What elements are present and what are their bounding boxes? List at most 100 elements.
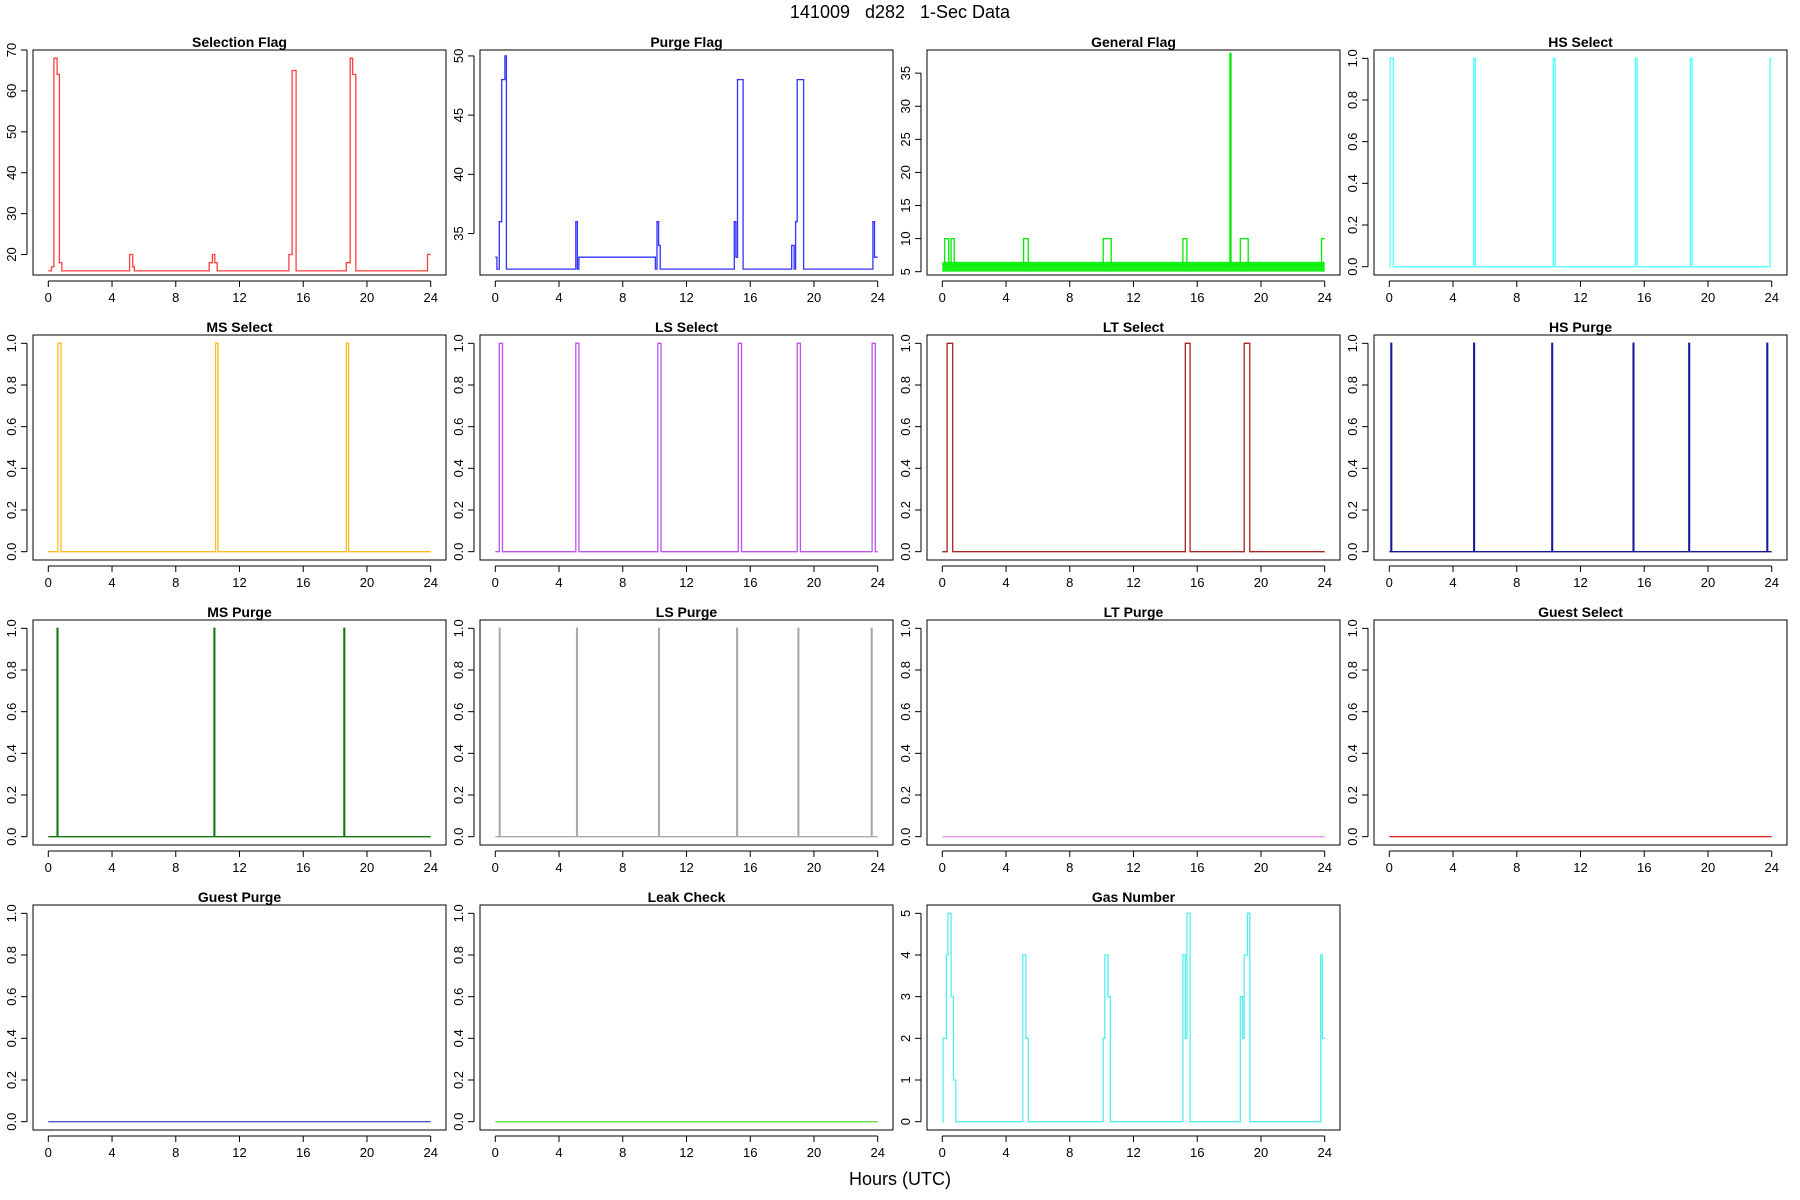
x-tick-label: 20	[807, 290, 821, 305]
y-tick-label: 0.2	[1345, 786, 1360, 804]
y-tick-label: 0.2	[1345, 501, 1360, 519]
x-tick-label: 24	[1317, 575, 1331, 590]
y-tick-label: 0.0	[451, 828, 466, 846]
y-tick-label: 1.0	[1345, 619, 1360, 637]
x-tick-label: 0	[492, 575, 499, 590]
y-tick-label: 0.4	[898, 459, 913, 477]
y-tick-label: 0.6	[1345, 418, 1360, 436]
x-tick-label: 20	[1701, 290, 1715, 305]
x-tick-label: 0	[939, 575, 946, 590]
y-tick-label: 1.0	[451, 619, 466, 637]
x-tick-label: 4	[555, 860, 562, 875]
y-tick-label: 0.4	[1345, 174, 1360, 192]
y-tick-label: 0.8	[451, 376, 466, 394]
y-tick-label: 0.0	[4, 543, 19, 561]
y-tick-label: 0.2	[1345, 216, 1360, 234]
y-tick-label: 0.0	[1345, 258, 1360, 276]
y-tick-label: 0.8	[4, 946, 19, 964]
x-tick-label: 24	[1764, 575, 1778, 590]
x-tick-label: 4	[1449, 290, 1456, 305]
y-tick-label: 0.4	[1345, 459, 1360, 477]
y-tick-label: 5	[898, 910, 913, 917]
y-tick-label: 0.8	[451, 946, 466, 964]
y-tick-label: 0	[898, 1118, 913, 1125]
x-tick-label: 20	[807, 860, 821, 875]
y-tick-label: 0.2	[451, 1071, 466, 1089]
y-tick-label: 0.2	[4, 1071, 19, 1089]
x-tick-label: 4	[1449, 860, 1456, 875]
panel-title: Gas Number	[1092, 889, 1176, 905]
y-tick-label: 0.6	[1345, 133, 1360, 151]
plot-frame	[32, 334, 447, 561]
plot-frame	[32, 904, 447, 1131]
y-tick-label: 0.8	[4, 661, 19, 679]
panel-title: Guest Select	[1538, 604, 1623, 620]
y-tick-label: 0.4	[451, 459, 466, 477]
x-tick-label: 24	[1764, 860, 1778, 875]
x-tick-label: 16	[296, 575, 310, 590]
x-tick-label: 0	[939, 1145, 946, 1160]
x-tick-label: 8	[172, 290, 179, 305]
series-line	[48, 57, 431, 272]
x-tick-label: 8	[1513, 860, 1520, 875]
y-tick-label: 0.2	[4, 786, 19, 804]
x-tick-label: 16	[1637, 860, 1651, 875]
y-tick-label: 0.8	[1345, 91, 1360, 109]
y-tick-label: 0.6	[898, 703, 913, 721]
x-tick-label: 12	[679, 860, 693, 875]
x-tick-label: 4	[1002, 860, 1009, 875]
panel-guest-select: Guest Select 0 4 8 12 16 20 24 0.0 0.2 0.4 0.6 0.8 1.…	[1345, 604, 1788, 875]
x-tick-label: 20	[360, 860, 374, 875]
x-tick-label: 20	[1254, 290, 1268, 305]
x-tick-label: 12	[232, 290, 246, 305]
y-tick-label: 0.4	[1345, 744, 1360, 762]
panel-purge-flag: Purge Flag 0 4 8 12 16 20 24 35 40 45 50	[451, 34, 894, 305]
y-tick-label: 25	[898, 132, 913, 146]
plot-frame	[1373, 49, 1788, 276]
series-line	[48, 342, 431, 553]
plot-frame	[479, 619, 894, 846]
y-tick-label: 0.0	[898, 543, 913, 561]
x-tick-label: 12	[679, 575, 693, 590]
y-tick-label: 1.0	[451, 904, 466, 922]
panel-title: MS Purge	[207, 604, 272, 620]
panel-selection-flag: Selection Flag 0 4 8 12 16 20 24 20 30 40 50 60 70	[4, 34, 447, 305]
y-tick-label: 0.0	[1345, 543, 1360, 561]
x-tick-label: 4	[1002, 290, 1009, 305]
y-tick-label: 1.0	[4, 904, 19, 922]
y-tick-label: 0.4	[898, 744, 913, 762]
series-line	[942, 52, 1325, 266]
y-tick-label: 50	[451, 49, 466, 63]
y-tick-label: 0.8	[1345, 376, 1360, 394]
y-tick-label: 0.8	[451, 661, 466, 679]
y-tick-label: 0.2	[898, 786, 913, 804]
y-tick-label: 0.4	[451, 744, 466, 762]
y-tick-label: 0.6	[898, 418, 913, 436]
x-tick-label: 12	[1573, 860, 1587, 875]
y-tick-label: 0.0	[4, 828, 19, 846]
y-tick-label: 40	[4, 165, 19, 179]
x-tick-label: 0	[492, 860, 499, 875]
x-tick-label: 24	[423, 1145, 437, 1160]
panel-ms-purge: MS Purge 0 4 8 12 16 20 24 0.0 0.2 0.4 0.6 0.8 1.0	[4, 604, 447, 875]
x-tick-label: 12	[1126, 290, 1140, 305]
x-tick-label: 4	[108, 1145, 115, 1160]
x-tick-label: 16	[743, 860, 757, 875]
x-tick-label: 8	[1066, 575, 1073, 590]
x-tick-label: 0	[45, 860, 52, 875]
x-tick-label: 8	[172, 860, 179, 875]
series-line	[942, 912, 1325, 1123]
x-tick-label: 16	[743, 575, 757, 590]
series-line	[495, 55, 878, 270]
x-tick-label: 16	[1190, 1145, 1204, 1160]
y-tick-label: 0.8	[1345, 661, 1360, 679]
x-tick-label: 20	[1254, 860, 1268, 875]
y-tick-label: 45	[451, 108, 466, 122]
x-tick-label: 12	[1573, 575, 1587, 590]
x-tick-label: 0	[939, 860, 946, 875]
x-tick-label: 16	[1637, 290, 1651, 305]
x-tick-label: 24	[870, 290, 884, 305]
plot-frame	[32, 619, 447, 846]
plot-frame	[926, 334, 1341, 561]
y-tick-label: 1.0	[4, 619, 19, 637]
